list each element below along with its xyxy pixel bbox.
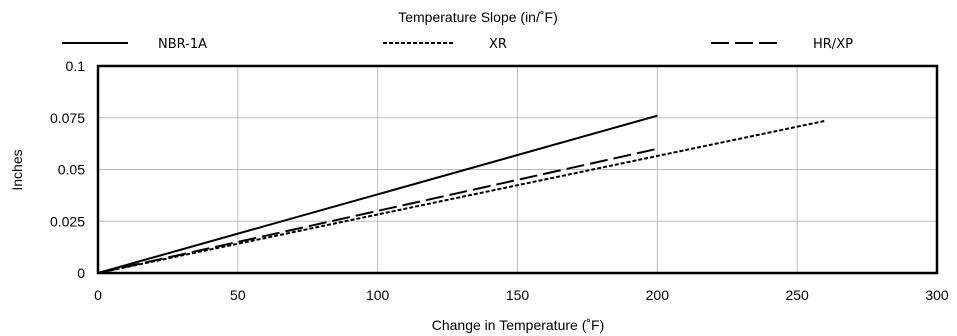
y-tick-label: 0.1 <box>66 58 86 74</box>
x-tick-label: 100 <box>366 287 390 303</box>
legend-label: HR/XP <box>813 37 853 52</box>
legend: NBR-1A XR HR/XP <box>62 37 853 52</box>
series-group <box>97 114 826 274</box>
series-line-nbr-1a <box>97 114 658 274</box>
x-tick-label: 300 <box>925 287 949 303</box>
x-tick-label: 150 <box>506 287 530 303</box>
x-tick-label: 250 <box>785 287 809 303</box>
y-tick-label: 0.025 <box>50 213 85 229</box>
y-tick-label: 0 <box>77 265 85 281</box>
y-tick-labels: 0 0.025 0.05 0.075 0.1 <box>50 58 85 281</box>
chart-title: Temperature Slope (in/˚F) <box>398 9 558 25</box>
x-tick-label: 0 <box>94 287 102 303</box>
y-tick-label: 0.075 <box>50 110 85 126</box>
x-tick-label: 200 <box>646 287 670 303</box>
legend-label: XR <box>489 37 507 52</box>
y-axis-label: Inches <box>9 149 25 190</box>
x-tick-labels: 0 50 100 150 200 250 300 <box>94 287 949 303</box>
legend-label: NBR-1A <box>158 37 207 52</box>
series-line-xr <box>97 119 826 274</box>
plot-area <box>96 64 939 275</box>
x-axis-label: Change in Temperature (˚F) <box>432 317 604 333</box>
y-tick-label: 0.05 <box>58 162 85 178</box>
grid <box>97 65 938 274</box>
x-tick-label: 50 <box>230 287 246 303</box>
